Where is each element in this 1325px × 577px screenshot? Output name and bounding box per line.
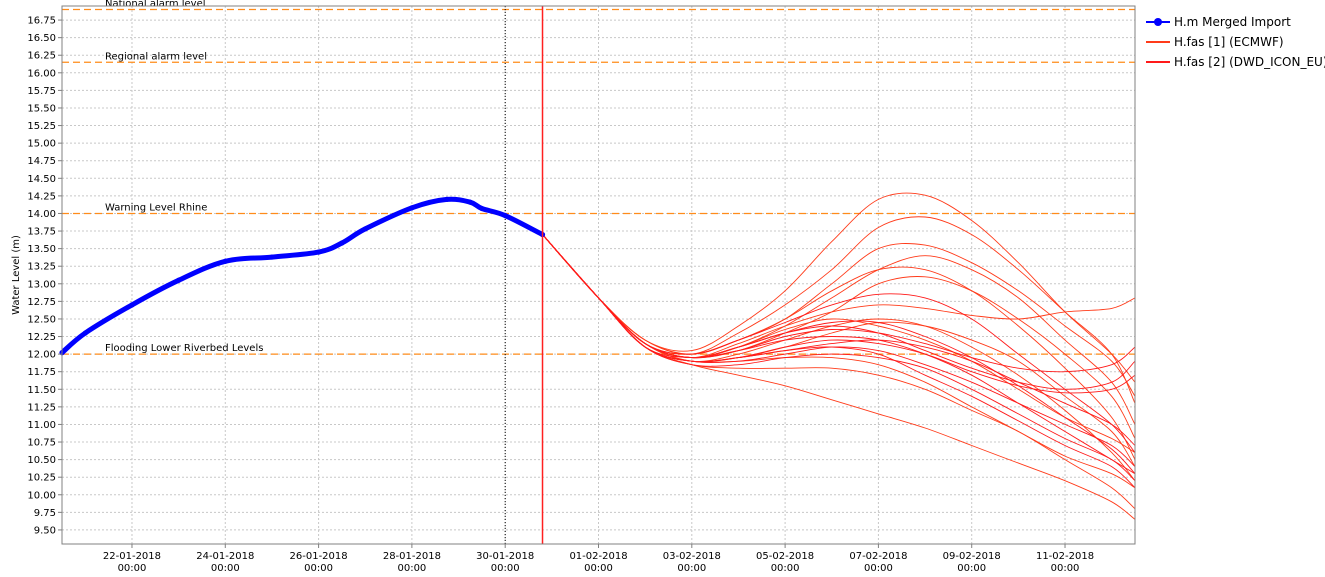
x-axis: 22-01-201800:0024-01-201800:0026-01-2018… — [103, 544, 1094, 574]
y-tick-label: 16.75 — [27, 16, 56, 27]
y-axis: 9.50 9.75 10.00 10.25 10.50 10.75 11.00 11.25 11… — [27, 16, 62, 536]
legend-item: H.m Merged Import — [1146, 12, 1325, 32]
y-tick-label: 10.25 — [27, 473, 56, 484]
y-tick-label: 16.00 — [27, 68, 56, 79]
legend-label: H.m Merged Import — [1174, 15, 1291, 29]
y-tick-label: 16.25 — [27, 51, 56, 62]
observed-point — [176, 277, 182, 283]
x-tick-label-time: 00:00 — [211, 563, 240, 574]
observed-point — [269, 254, 275, 260]
y-tick-label: 16.50 — [27, 33, 56, 44]
y-tick-label: 9.50 — [34, 525, 56, 536]
y-tick-label: 14.00 — [27, 209, 56, 220]
x-tick-label-time: 00:00 — [771, 563, 800, 574]
y-tick-label: 15.75 — [27, 86, 56, 97]
x-tick-label-date: 05-02-2018 — [756, 551, 814, 562]
legend-swatch — [1146, 17, 1170, 27]
observed-point — [315, 249, 322, 255]
y-tick-label: 13.25 — [27, 262, 56, 273]
x-tick-label-time: 00:00 — [118, 563, 147, 574]
observed-point — [409, 205, 415, 211]
plot-frame — [61, 5, 1136, 545]
observed-point — [444, 196, 450, 202]
observed-point — [82, 330, 88, 336]
x-tick-label-date: 09-02-2018 — [943, 551, 1001, 562]
y-tick-label: 12.00 — [27, 350, 56, 361]
legend-swatch — [1146, 57, 1170, 67]
x-tick-label-time: 00:00 — [864, 563, 893, 574]
observed-series-line — [59, 196, 545, 356]
observed-point — [362, 226, 368, 232]
threshold-lines: National alarm level Regional alarm level… — [62, 0, 1135, 544]
legend-swatch — [1146, 37, 1170, 47]
x-tick-label-time: 00:00 — [677, 563, 706, 574]
legend-label: H.fas [2] (DWD_ICON_EU) — [1174, 55, 1325, 69]
y-tick-label: 12.75 — [27, 297, 56, 308]
y-tick-label: 12.25 — [27, 332, 56, 343]
y-tick-label: 10.50 — [27, 455, 56, 466]
x-tick-label-date: 26-01-2018 — [290, 551, 348, 562]
series-layer — [59, 6, 1136, 544]
forecast-ensemble-line — [542, 234, 1136, 397]
y-tick-label: 13.75 — [27, 227, 56, 238]
x-tick-label-date: 07-02-2018 — [849, 551, 907, 562]
grid — [62, 6, 1135, 544]
observed-point — [129, 302, 135, 308]
observed-point — [502, 212, 508, 219]
forecast-ensemble-line — [542, 234, 1136, 373]
observed-point — [222, 258, 228, 264]
forecast-ensemble-line — [542, 234, 1136, 482]
x-tick-label-date: 30-01-2018 — [476, 551, 534, 562]
x-tick-label-time: 00:00 — [397, 563, 426, 574]
y-tick-label: 14.75 — [27, 156, 56, 167]
y-tick-label: 13.50 — [27, 244, 56, 255]
y-tick-label: 11.25 — [27, 402, 56, 413]
y-tick-label: 11.00 — [27, 420, 56, 431]
y-tick-label: 10.75 — [27, 438, 56, 449]
y-axis-title: Water Level (m) — [11, 235, 22, 315]
threshold-label: National alarm level — [105, 0, 206, 10]
legend-label: H.fas [1] (ECMWF) — [1174, 35, 1284, 49]
x-tick-label-time: 00:00 — [584, 563, 613, 574]
observed-point — [479, 205, 485, 212]
x-tick-label-date: 01-02-2018 — [569, 551, 627, 562]
threshold-label: Warning Level Rhine — [105, 202, 207, 213]
y-tick-label: 14.50 — [27, 174, 56, 185]
forecast-ensemble-line — [542, 234, 1136, 481]
x-tick-label-date: 24-01-2018 — [196, 551, 254, 562]
threshold-label: Regional alarm level — [105, 51, 207, 62]
forecast-ensemble-line — [542, 234, 1136, 520]
y-tick-label: 14.25 — [27, 191, 56, 202]
y-tick-label: 12.50 — [27, 314, 56, 325]
observed-point — [339, 240, 345, 246]
forecast-ensemble-line — [542, 234, 1136, 489]
x-tick-label-date: 03-02-2018 — [663, 551, 721, 562]
observed-point — [467, 199, 473, 205]
y-tick-label: 11.75 — [27, 367, 56, 378]
x-tick-label-time: 00:00 — [304, 563, 333, 574]
legend: H.m Merged Import H.fas [1] (ECMWF) H.fas … — [1146, 12, 1325, 72]
x-tick-label-date: 22-01-2018 — [103, 551, 161, 562]
legend-item: H.fas [1] (ECMWF) — [1146, 32, 1325, 52]
y-tick-label: 10.00 — [27, 490, 56, 501]
legend-item: H.fas [2] (DWD_ICON_EU) — [1146, 52, 1325, 72]
y-tick-label: 13.00 — [27, 279, 56, 290]
y-tick-label: 15.25 — [27, 121, 56, 132]
threshold-label: Flooding Lower Riverbed Levels — [105, 343, 263, 354]
y-tick-label: 11.50 — [27, 385, 56, 396]
x-tick-label-date: 11-02-2018 — [1036, 551, 1094, 562]
y-tick-label: 15.50 — [27, 103, 56, 114]
forecast-ensemble-line — [542, 234, 1136, 489]
x-tick-label-time: 00:00 — [957, 563, 986, 574]
x-tick-label-time: 00:00 — [1051, 563, 1080, 574]
x-tick-label-date: 28-01-2018 — [383, 551, 441, 562]
y-tick-label: 15.00 — [27, 139, 56, 150]
x-tick-label-time: 00:00 — [491, 563, 520, 574]
y-tick-label: 9.75 — [34, 508, 56, 519]
